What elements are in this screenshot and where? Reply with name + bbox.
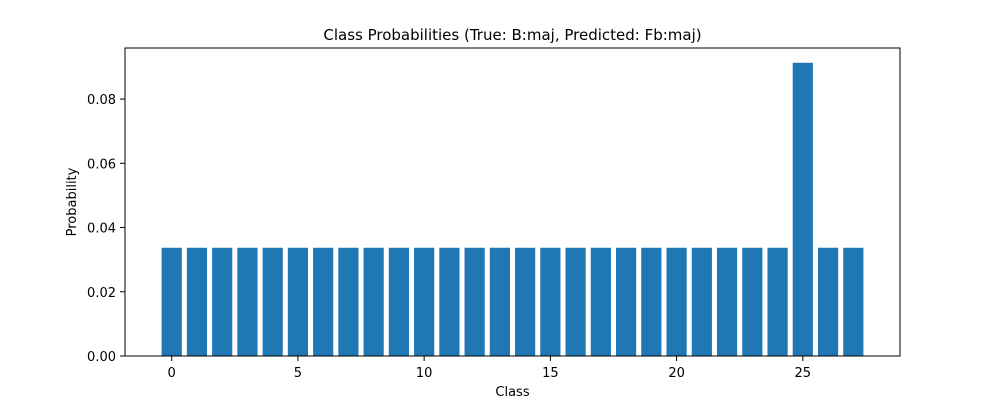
bar-class-6	[313, 247, 334, 356]
y-tick-label: 0.08	[87, 93, 116, 108]
bar-class-10	[414, 247, 435, 356]
bar-class-2	[212, 247, 233, 356]
bar-class-4	[262, 247, 283, 356]
bar-class-25	[792, 62, 813, 357]
bar-class-12	[464, 247, 485, 356]
y-tick-label: 0.04	[87, 222, 116, 237]
plot-frame	[124, 47, 901, 357]
x-tick-label: 25	[795, 366, 812, 381]
bars-group	[161, 62, 864, 357]
bar-class-27	[843, 247, 864, 356]
y-tick-label: 0.02	[87, 286, 116, 301]
y-tick-label: 0.06	[87, 157, 116, 172]
bar-class-22	[716, 247, 738, 356]
bar-class-7	[338, 247, 359, 356]
bar-class-11	[439, 247, 460, 356]
x-axis-ticks: 0 5 10 15 20 25	[168, 356, 812, 381]
bar-class-16	[565, 247, 586, 356]
bar-class-15	[540, 247, 561, 356]
x-tick-label: 5	[294, 366, 302, 381]
bar-class-3	[237, 247, 258, 356]
bar-class-0	[161, 247, 182, 356]
x-tick-label: 15	[542, 366, 559, 381]
x-tick-label: 20	[668, 366, 685, 381]
bar-class-9	[388, 247, 409, 356]
y-axis-label: Probability	[65, 167, 80, 236]
bar-class-24	[767, 247, 788, 356]
bar-class-13	[489, 247, 510, 356]
bar-class-8	[363, 247, 384, 356]
y-axis-ticks: 0.00 0.02 0.04 0.06 0.08	[87, 93, 125, 365]
x-tick-label: 0	[168, 366, 176, 381]
bar-class-21	[691, 247, 712, 356]
bar-class-19	[641, 247, 662, 356]
bar-class-23	[742, 247, 763, 356]
bar-class-5	[287, 247, 309, 356]
y-tick-label: 0.00	[87, 350, 116, 365]
bar-class-26	[817, 247, 839, 356]
bar-class-1	[186, 247, 208, 356]
bar-class-17	[590, 247, 611, 356]
chart-title: Class Probabilities (True: B:maj, Predic…	[323, 26, 701, 44]
bar-class-20	[666, 247, 687, 356]
bar-class-18	[616, 247, 637, 356]
bar-class-14	[515, 247, 536, 356]
x-tick-label: 10	[416, 366, 433, 381]
x-axis-label: Class	[495, 385, 529, 400]
